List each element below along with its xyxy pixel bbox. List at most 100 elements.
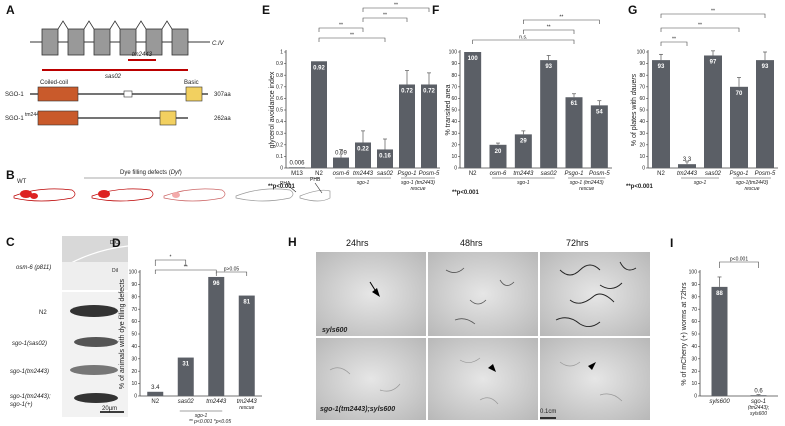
worm-head-diagrams [13, 188, 331, 202]
bar-tm2443 [238, 295, 255, 396]
data-label: 0.09 [335, 151, 347, 157]
bar-tm2443 [208, 276, 225, 396]
group-label: sgo-1 [195, 413, 208, 419]
panel-e-chart: E 0 0.1 0.2 0.3 0.4 0.5 0.6 0.7 0.8 0.9 1 glycerol a… [262, 3, 440, 192]
panel-letter-f: F [432, 3, 439, 17]
panel-letter-b: B [6, 168, 15, 182]
y-tick-label: 0.7 [276, 84, 283, 90]
bar-osm-6 [489, 144, 507, 168]
x-tick-label: tm2443 [513, 171, 534, 177]
y-tick-label: 80 [691, 294, 697, 300]
tm2443-label: tm2443 [132, 52, 153, 58]
x-tick-label: tm2443 [677, 171, 698, 177]
bar-Posm-5 [421, 84, 437, 168]
sig-bracket-2 [318, 37, 386, 42]
h-plate-images [316, 252, 650, 420]
x-tick-label: Psgo-1 [564, 171, 583, 177]
data-label: 88 [716, 291, 723, 297]
bar-sas02 [177, 357, 194, 396]
bar-Psgo-1 [565, 97, 583, 168]
y-axis-label: % transited area [445, 84, 452, 135]
y-tick-label: 0 [280, 166, 283, 172]
sig-bracket-3-label: ** [559, 15, 563, 21]
wt-label: WT [17, 179, 27, 185]
y-tick-label: 70 [691, 307, 697, 313]
bar-tm2443 [514, 134, 532, 168]
y-tick-label: 90 [691, 282, 697, 288]
x-tick-label: sas02 [178, 399, 195, 405]
motif-box [123, 90, 133, 98]
x-tick-label: tm2443 [206, 399, 227, 405]
data-label: 97 [710, 59, 717, 65]
x-tick-label: osm-6 [490, 171, 507, 177]
y-tick-label: 0 [134, 394, 137, 400]
y-tick-label: 70 [451, 84, 457, 90]
c-row-n2: N2 [39, 310, 47, 316]
data-label: 100 [468, 56, 479, 62]
y-tick-label: 30 [451, 131, 457, 137]
protein2-length: 262aa [214, 116, 231, 122]
rescue-label: sgo-1 (tm2443) [570, 180, 604, 186]
x-tick-label: sas02 [541, 171, 558, 177]
y-axis-label: glycerol avoidance index [269, 71, 276, 148]
group-label: sgo-1 [517, 180, 530, 186]
protein2-basic [159, 110, 177, 126]
rescue-label: sgo-1 (tm2443) [401, 180, 435, 186]
sig-bracket-1-label: ** [339, 23, 343, 29]
h-time-48: 48hrs [460, 238, 483, 248]
bar-Posm-5 [590, 105, 608, 168]
sig-bracket-2 [154, 269, 217, 274]
bar-sas02 [377, 149, 393, 168]
x-tick-label: Psgo-1 [729, 171, 748, 177]
y-tick-label: 0 [454, 166, 457, 172]
panel-i-chart: I 0 10 20 30 40 50 60 70 80 90 100% of mCherry (+) … [670, 236, 778, 417]
sig-bracket-2-label: ** [698, 23, 702, 29]
panel-letter-h: H [288, 235, 297, 249]
x-tick-label: sas02 [705, 171, 722, 177]
panel-f-chart: F 0 10 20 30 40 50 60 70 80 90 100 % transited area 1… [432, 3, 612, 196]
group-label: sgo-1 [357, 180, 370, 186]
x-tick-label: N2 [151, 399, 159, 405]
y-tick-label: 10 [451, 154, 457, 160]
y-tick-label: 40 [131, 344, 137, 350]
y-tick-label: 60 [639, 96, 645, 102]
dii-worm-images [70, 305, 118, 403]
bar-tm2443 [678, 164, 696, 168]
protein2-name: SGO-1 [5, 116, 24, 122]
c-scale-label: 20µm [102, 406, 117, 412]
pha-pointer [289, 186, 297, 193]
y-tick-label: 0.8 [276, 73, 283, 79]
sig-bracket-3-label: ** [711, 9, 715, 15]
sig-bracket-3-label: ** [383, 13, 387, 19]
bar-syls600 [711, 286, 728, 396]
y-tick-label: 0.1 [276, 154, 283, 160]
sig-bracket-1 [154, 259, 187, 266]
data-label: 3.3 [683, 157, 692, 163]
h-time-72: 72hrs [566, 238, 589, 248]
sas02-label: sas02 [105, 74, 122, 80]
y-tick-label: 0.5 [276, 108, 283, 114]
data-label: 93 [545, 64, 552, 70]
y-axis-label: % of plates with dauers [631, 73, 638, 146]
x-tick-label: sas02 [377, 171, 394, 177]
bar-N2 [311, 61, 327, 168]
sig-bracket-1-label: n.s. [519, 35, 527, 41]
data-label: 20 [495, 149, 502, 155]
bar-Psgo-1 [730, 86, 748, 168]
protein2-sup: tm2443 [25, 112, 42, 118]
basic-label: Basic [184, 80, 199, 86]
y-tick-label: 10 [131, 381, 137, 387]
x-tick-label: sgo-1 [751, 399, 766, 405]
rescue-label: sgo-1(tm2443) [736, 180, 769, 186]
sig-bracket-4-label: ** [394, 3, 398, 9]
basic-domain [185, 86, 203, 102]
data-label: 0.16 [379, 153, 391, 159]
sig-bracket-1 [660, 41, 688, 46]
y-tick-label: 90 [639, 61, 645, 67]
data-label: 93 [762, 64, 769, 70]
c-row-tm2443: sgo-1(tm2443) [10, 369, 49, 375]
sig-bracket-3 [660, 13, 766, 18]
coiled-coil-label: Coiled-coil [40, 80, 68, 86]
c-row-rescue-2: sgo-1(+) [10, 402, 33, 408]
rescue-word: rescue [744, 186, 759, 192]
